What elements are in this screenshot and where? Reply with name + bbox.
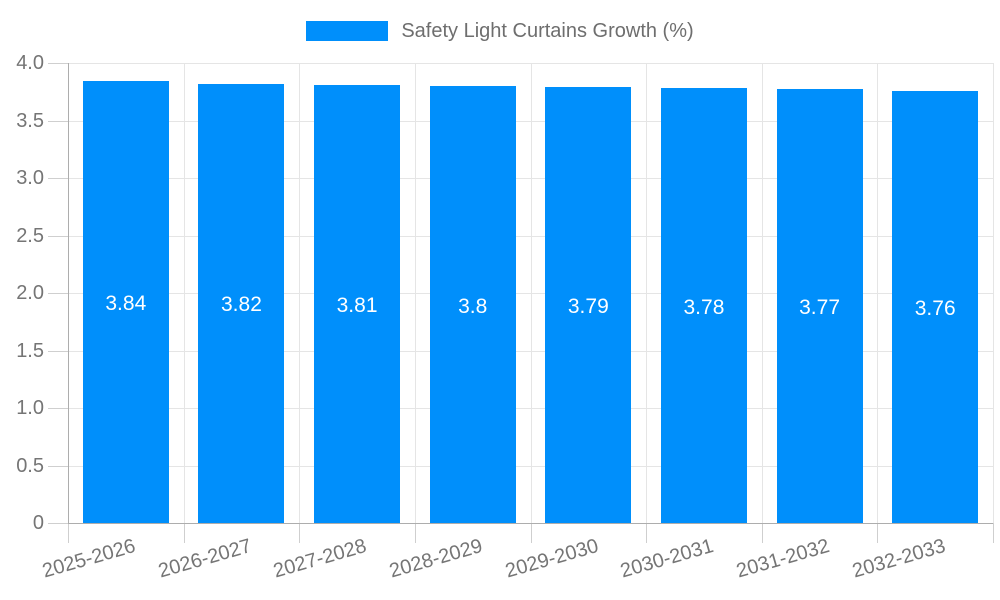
y-axis-tick [48, 293, 68, 294]
x-axis-tick [877, 523, 879, 543]
bar-value-label: 3.76 [914, 296, 956, 320]
x-axis-category-label: 2032-2033 [849, 534, 948, 583]
horizontal-gridline [68, 350, 993, 352]
legend-label: Safety Light Curtains Growth (%) [401, 20, 694, 42]
x-axis-category-label: 2031-2032 [733, 534, 832, 583]
bar-value-label: 3.82 [221, 293, 262, 317]
bar[interactable]: 3.79 [545, 87, 632, 523]
y-axis-tick-label: 0 [32, 512, 44, 534]
y-axis-tick-label: 1.5 [16, 339, 44, 362]
x-axis-category-label: 2026-2027 [155, 534, 254, 583]
x-axis-tick [183, 523, 185, 543]
x-axis-line [68, 523, 993, 524]
bar[interactable]: 3.8 [429, 86, 516, 523]
x-axis-tick [414, 523, 416, 543]
y-axis-tick-label: 2.0 [16, 282, 44, 304]
y-axis-tick [48, 523, 68, 524]
y-axis-tick-label: 2.5 [16, 224, 44, 247]
x-axis-tick [993, 523, 994, 543]
horizontal-gridline [68, 120, 993, 122]
x-axis-tick [761, 523, 763, 543]
bar[interactable]: 3.78 [660, 88, 747, 523]
horizontal-gridline [68, 293, 993, 294]
y-axis-tick [48, 120, 68, 122]
y-axis-tick [48, 235, 68, 237]
bar-value-label: 3.78 [683, 295, 725, 319]
x-axis-category-label: 2025-2026 [40, 534, 139, 583]
bar[interactable]: 3.77 [776, 89, 863, 523]
y-axis-tick [48, 178, 68, 179]
bar[interactable]: 3.76 [892, 90, 979, 523]
legend-swatch [306, 21, 389, 41]
horizontal-gridline [68, 408, 993, 409]
x-axis-category-label: 2030-2031 [618, 534, 717, 583]
x-axis-tick [68, 523, 69, 543]
y-axis-tick [48, 63, 68, 64]
legend[interactable]: Safety Light Curtains Growth (%) [0, 21, 1000, 41]
bar[interactable]: 3.82 [198, 83, 285, 523]
horizontal-gridline [68, 178, 993, 179]
vertical-gridline [993, 63, 994, 523]
y-axis-tick [48, 465, 68, 467]
bar-value-label: 3.84 [105, 292, 147, 316]
x-axis-tick [530, 523, 532, 543]
y-axis-tick-label: 1.0 [16, 397, 44, 419]
x-axis-category-label: 2028-2029 [387, 534, 486, 583]
y-axis-tick [48, 350, 68, 352]
bar-value-label: 3.77 [799, 296, 840, 320]
horizontal-gridline [68, 465, 993, 467]
bar-value-label: 3.79 [567, 295, 609, 319]
x-axis-tick [646, 523, 648, 543]
y-axis-line [68, 63, 69, 523]
bar[interactable]: 3.84 [82, 81, 169, 523]
x-axis-category-label: 2029-2030 [502, 534, 601, 583]
y-axis-tick-label: 3.0 [16, 167, 44, 189]
y-axis-tick-label: 0.5 [16, 454, 44, 477]
y-axis-tick [48, 408, 68, 409]
x-axis-category-label: 2027-2028 [271, 534, 370, 583]
bar-value-label: 3.81 [336, 293, 378, 317]
horizontal-gridline [68, 235, 993, 237]
horizontal-gridline [68, 63, 993, 64]
bar-value-label: 3.8 [458, 294, 488, 318]
bar[interactable]: 3.81 [314, 84, 401, 523]
y-axis-tick-label: 3.5 [16, 109, 44, 132]
y-axis-tick-label: 4.0 [16, 52, 44, 74]
x-axis-tick [299, 523, 301, 543]
